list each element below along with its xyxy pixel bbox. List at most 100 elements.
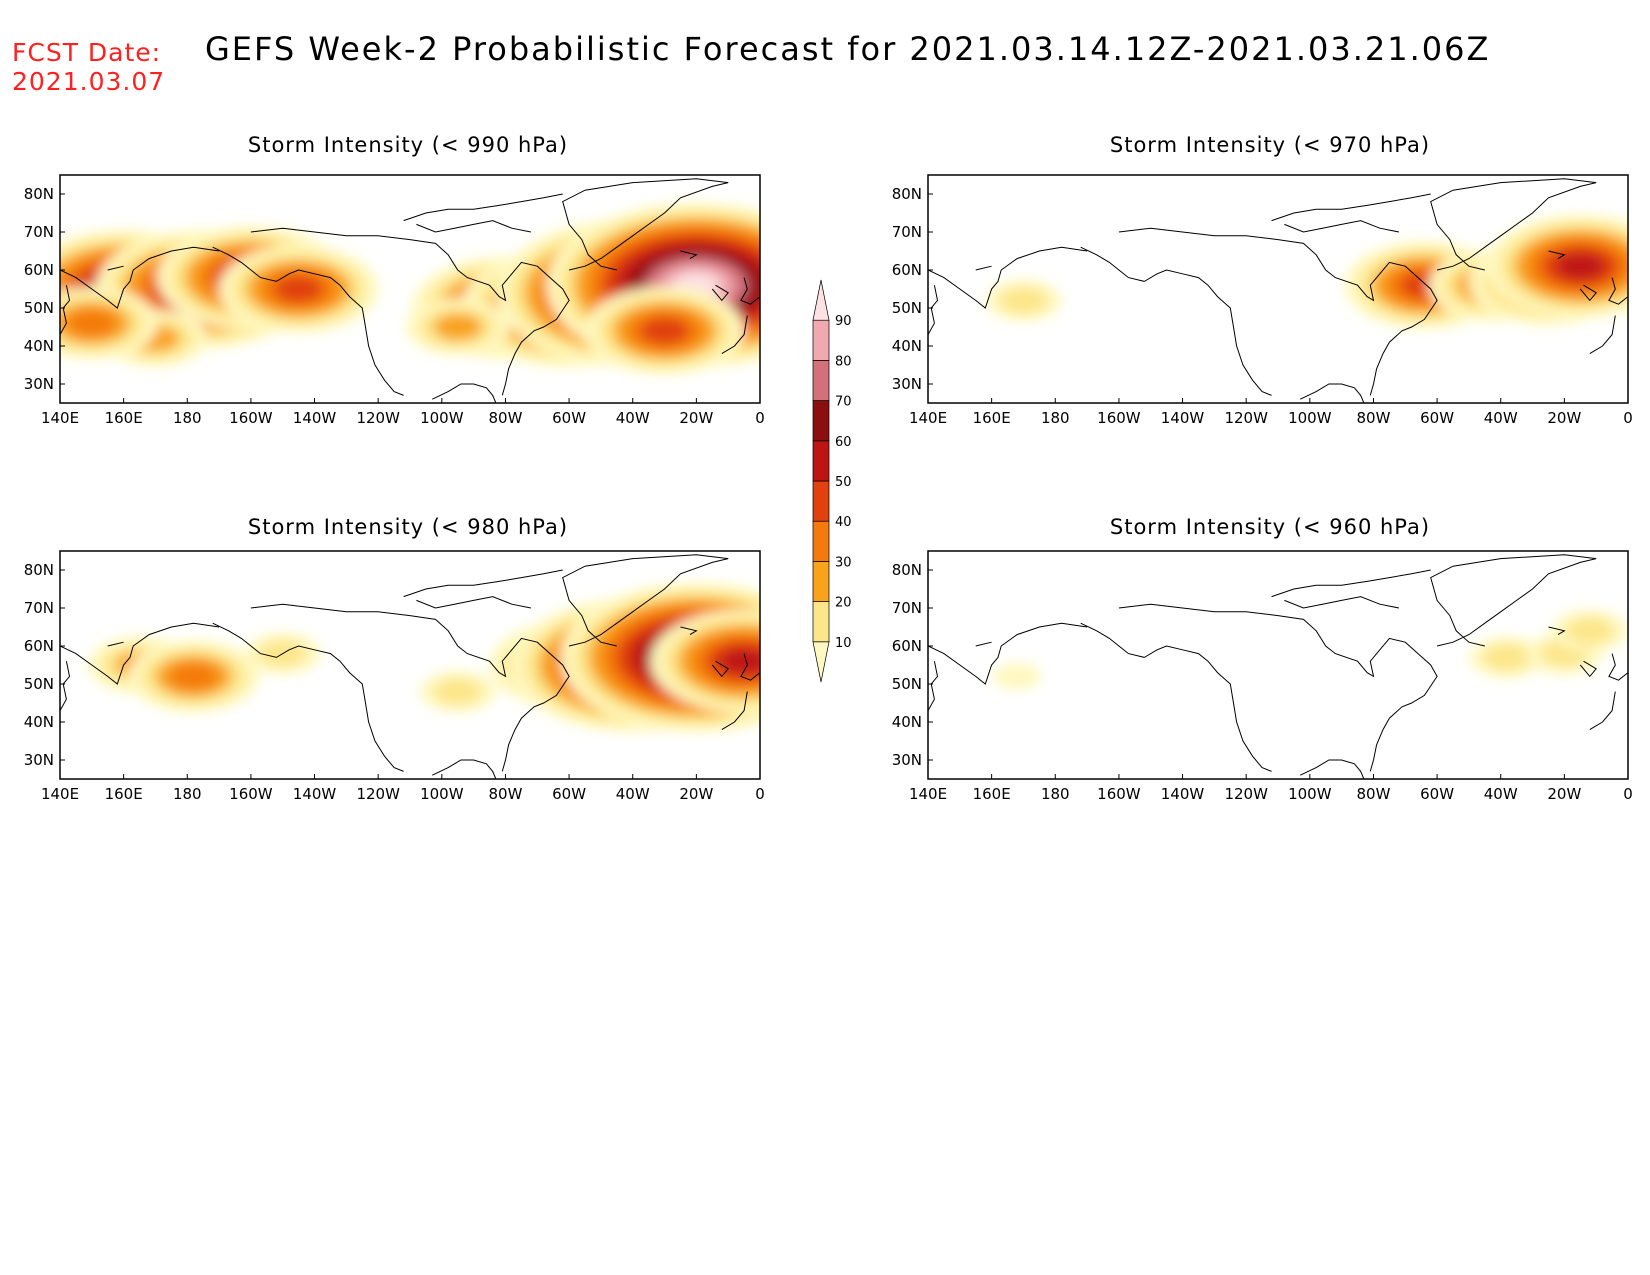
coastline: [1589, 315, 1616, 355]
y-tick-label: 70N: [24, 599, 54, 617]
x-tick-label: 120W: [356, 785, 400, 803]
colorbar-tick-label: 60: [835, 435, 852, 450]
coastline: [1579, 284, 1597, 302]
coastline: [975, 641, 992, 647]
y-tick-label: 30N: [892, 751, 922, 769]
probability-cell: [1565, 617, 1614, 644]
coastline: [416, 596, 531, 609]
map-frame: [927, 550, 1629, 780]
colorbar-segment: [812, 440, 830, 482]
y-tick-label: 30N: [24, 751, 54, 769]
y-tick-label: 40N: [892, 337, 922, 355]
colorbar-tick-label: 10: [835, 636, 852, 651]
x-tick-label: 60W: [1420, 785, 1454, 803]
x-tick-label: 180: [1041, 409, 1070, 427]
coastline: [740, 277, 760, 305]
x-tick-label: 60W: [1420, 409, 1454, 427]
coastline: [1118, 227, 1438, 396]
y-tick-label: 50N: [892, 675, 922, 693]
coastline: [680, 626, 698, 636]
x-tick-label: 0: [1623, 409, 1633, 427]
x-tick-label: 40W: [1484, 409, 1518, 427]
x-tick-label: 180: [173, 409, 202, 427]
colorbar-tick-label: 70: [835, 395, 852, 410]
coastline: [1608, 653, 1628, 681]
coastline: [403, 569, 563, 598]
coastline: [60, 622, 220, 685]
coastline: [1548, 626, 1566, 636]
coastline: [562, 178, 729, 271]
y-tick-label: 80N: [24, 185, 54, 203]
coastlines: [60, 554, 760, 779]
y-tick-label: 50N: [24, 675, 54, 693]
probability-field: [985, 214, 1628, 330]
colorbar-tick-label: 90: [835, 314, 852, 329]
x-tick-label: 180: [173, 785, 202, 803]
colorbar-segment: [812, 641, 830, 683]
x-tick-label: 160E: [973, 409, 1011, 427]
coastline: [1430, 178, 1597, 271]
coastline: [1300, 759, 1365, 779]
x-tick-label: 20W: [679, 785, 713, 803]
x-tick-label: 100W: [1288, 785, 1332, 803]
coastline: [975, 265, 992, 271]
coastlines: [928, 178, 1628, 403]
coastline: [250, 603, 570, 772]
map-panel-3: Storm Intensity (< 980 hPa) 140E 160E 180 16…: [24, 515, 765, 803]
x-tick-label: 140W: [1161, 409, 1205, 427]
x-tick-label: 180: [1041, 785, 1070, 803]
y-tick-label: 80N: [892, 561, 922, 579]
x-tick-label: 120W: [356, 409, 400, 427]
x-tick-label: 20W: [1547, 409, 1581, 427]
coastline: [711, 660, 729, 678]
panel-title: Storm Intensity (< 970 hPa): [1110, 133, 1430, 157]
x-tick-label: 40W: [616, 409, 650, 427]
colorbar-tick-label: 40: [835, 515, 852, 530]
colorbar-segment: [812, 561, 830, 602]
x-tick-label: 160E: [973, 785, 1011, 803]
x-tick-label: 160W: [1097, 409, 1141, 427]
x-tick-label: 140W: [293, 409, 337, 427]
y-tick-label: 60N: [892, 637, 922, 655]
y-tick-label: 50N: [24, 299, 54, 317]
coastline: [416, 220, 531, 233]
probability-cell: [993, 663, 1042, 690]
probability-cell: [169, 663, 218, 690]
fcst-date-value: 2021.03.07: [12, 67, 166, 96]
x-tick-label: 160E: [105, 409, 143, 427]
colorbar-segment: [812, 520, 830, 562]
coastline: [928, 246, 1088, 309]
coastline: [1271, 569, 1431, 598]
x-tick-label: 140E: [41, 785, 79, 803]
panel-title: Storm Intensity (< 990 hPa): [248, 133, 568, 157]
probability-cell: [999, 287, 1048, 314]
map-panel-2: Storm Intensity (< 970 hPa) 140E 160E 180 16…: [892, 133, 1633, 427]
x-tick-label: 120W: [1224, 409, 1268, 427]
colorbar-segment: [812, 279, 830, 321]
colorbar-tick-label: 30: [835, 555, 852, 570]
y-tick-label: 80N: [892, 185, 922, 203]
colorbar-segment: [812, 360, 830, 401]
y-tick-label: 40N: [892, 713, 922, 731]
coastline: [1118, 603, 1438, 772]
x-tick-label: 140E: [41, 409, 79, 427]
coastline: [60, 246, 220, 309]
x-tick-label: 160W: [1097, 785, 1141, 803]
y-tick-label: 70N: [24, 223, 54, 241]
x-tick-label: 60W: [552, 785, 586, 803]
colorbar-segment: [812, 480, 830, 522]
coastline: [1080, 246, 1272, 396]
x-tick-label: 140W: [293, 785, 337, 803]
x-tick-label: 80W: [488, 409, 522, 427]
x-tick-label: 40W: [1484, 785, 1518, 803]
x-tick-label: 80W: [1356, 785, 1390, 803]
coastline: [711, 284, 729, 302]
coastline: [721, 691, 748, 731]
y-tick-label: 50N: [892, 299, 922, 317]
y-tick-label: 30N: [24, 375, 54, 393]
coastline: [1608, 277, 1628, 305]
coastline: [107, 265, 124, 271]
probability-cell: [274, 275, 323, 303]
panel-title: Storm Intensity (< 980 hPa): [248, 515, 568, 539]
y-tick-label: 70N: [892, 223, 922, 241]
